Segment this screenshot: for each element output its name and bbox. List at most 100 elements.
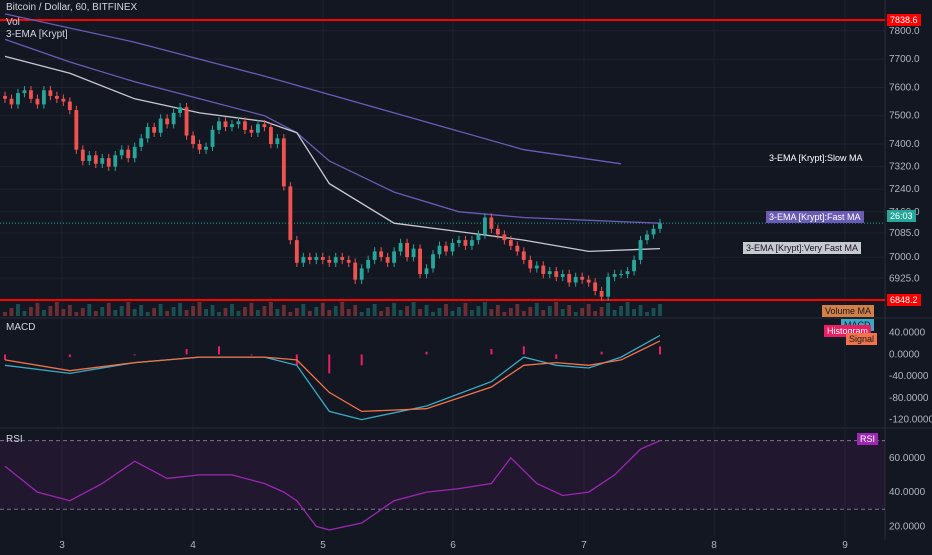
volume-bar	[528, 307, 533, 316]
volume-bar	[152, 308, 157, 316]
volume-bar	[217, 312, 221, 316]
price-tick-label: 7000.0	[889, 252, 920, 263]
candle-body	[87, 155, 92, 161]
candle-body	[113, 155, 118, 167]
candle-body	[431, 254, 435, 269]
volume-bar	[444, 304, 448, 316]
volume-bar	[638, 305, 643, 316]
histogram-bar	[425, 351, 428, 355]
histogram-bar	[4, 354, 6, 360]
volume-bar	[80, 308, 85, 316]
candle-body	[405, 242, 410, 258]
volume-bar	[255, 310, 260, 316]
candle-body	[139, 138, 144, 147]
volume-bar	[353, 305, 358, 316]
candle-body	[444, 245, 448, 252]
candle-body	[158, 118, 163, 133]
volume-bar	[593, 311, 598, 316]
histogram-bar	[185, 349, 188, 355]
macd-tick-label: -40.0000	[889, 371, 929, 382]
candle-body	[100, 158, 105, 164]
volume-bar	[495, 305, 500, 316]
candle-body	[243, 121, 247, 130]
candle-body	[476, 234, 481, 241]
slow-ma-label: 3-EMA [Krypt]:Slow MA	[766, 152, 866, 164]
volume-bar	[411, 302, 416, 316]
volume-bar	[619, 306, 624, 316]
histogram-bar	[68, 354, 71, 358]
candle-body	[80, 149, 85, 161]
candle-body	[366, 259, 371, 269]
volume-bar	[327, 310, 332, 316]
candle-body	[470, 240, 474, 246]
candle-body	[74, 110, 79, 150]
candle-body	[340, 257, 345, 260]
volume-bar	[450, 311, 455, 316]
candle-body	[197, 143, 202, 150]
rsi-tick-label: 20.0000	[889, 521, 926, 532]
volume-bar	[508, 308, 513, 316]
volume-bar	[658, 304, 662, 316]
candle-body	[645, 234, 649, 241]
volume-bar	[268, 302, 273, 316]
candle-body	[16, 93, 20, 105]
volume-bar	[100, 307, 105, 316]
volume-bar	[463, 303, 468, 316]
histogram-bar	[490, 349, 493, 355]
very-fast-ma-label: 3-EMA [Krypt]:Very Fast MA	[743, 242, 862, 254]
volume-bar	[515, 304, 520, 316]
candle-body	[294, 240, 299, 263]
candle-body	[132, 146, 137, 159]
volume-bar	[16, 304, 20, 316]
candle-body	[178, 107, 183, 113]
fast-ma-line	[4, 38, 661, 224]
volume-bar	[346, 309, 351, 316]
x-tick-label: 8	[711, 540, 717, 550]
candle-body	[3, 95, 7, 99]
candle-body	[61, 98, 66, 102]
x-tick-label: 6	[450, 540, 456, 550]
candle-body	[632, 259, 636, 272]
volume-bar	[314, 307, 319, 316]
histogram-bar	[328, 354, 331, 374]
candle-body	[333, 257, 338, 263]
volume-bar	[223, 308, 228, 316]
price-tick-label: 7600.0	[889, 82, 920, 93]
volume-bar	[113, 310, 118, 316]
macd-panel-title: MACD	[6, 322, 36, 333]
volume-bar	[93, 311, 98, 316]
candle-body	[638, 240, 643, 260]
volume-bar	[320, 303, 325, 316]
volume-bar	[632, 309, 636, 316]
volume-bar	[340, 302, 345, 316]
volume-bar	[405, 306, 410, 316]
rsi-line	[4, 440, 661, 531]
volume-bar	[606, 303, 611, 316]
volume-bar	[275, 309, 280, 316]
volume-bar	[580, 308, 585, 316]
volume-bar	[197, 302, 202, 316]
volume-bar	[9, 308, 14, 316]
candle-body	[152, 127, 157, 133]
volume-bar	[625, 302, 630, 316]
price-tick-label: 7320.0	[889, 162, 920, 173]
volume-bar	[359, 312, 364, 316]
histogram-bar	[250, 354, 253, 356]
candle-body	[275, 138, 280, 144]
candle-body	[223, 121, 228, 128]
fast-ma-label: 3-EMA [Krypt]:Fast MA	[766, 211, 864, 223]
macd-line	[4, 334, 661, 421]
slow-ma-line	[4, 13, 622, 165]
candle-body	[372, 251, 377, 260]
candle-body	[411, 248, 416, 258]
volume-bar	[418, 309, 422, 316]
candle-body	[625, 271, 630, 275]
candle-body	[255, 124, 260, 133]
candle-body	[41, 90, 46, 105]
x-tick-label: 7	[581, 540, 587, 550]
candle-body	[392, 251, 397, 263]
candle-body	[9, 98, 14, 105]
candle-body	[508, 240, 513, 246]
